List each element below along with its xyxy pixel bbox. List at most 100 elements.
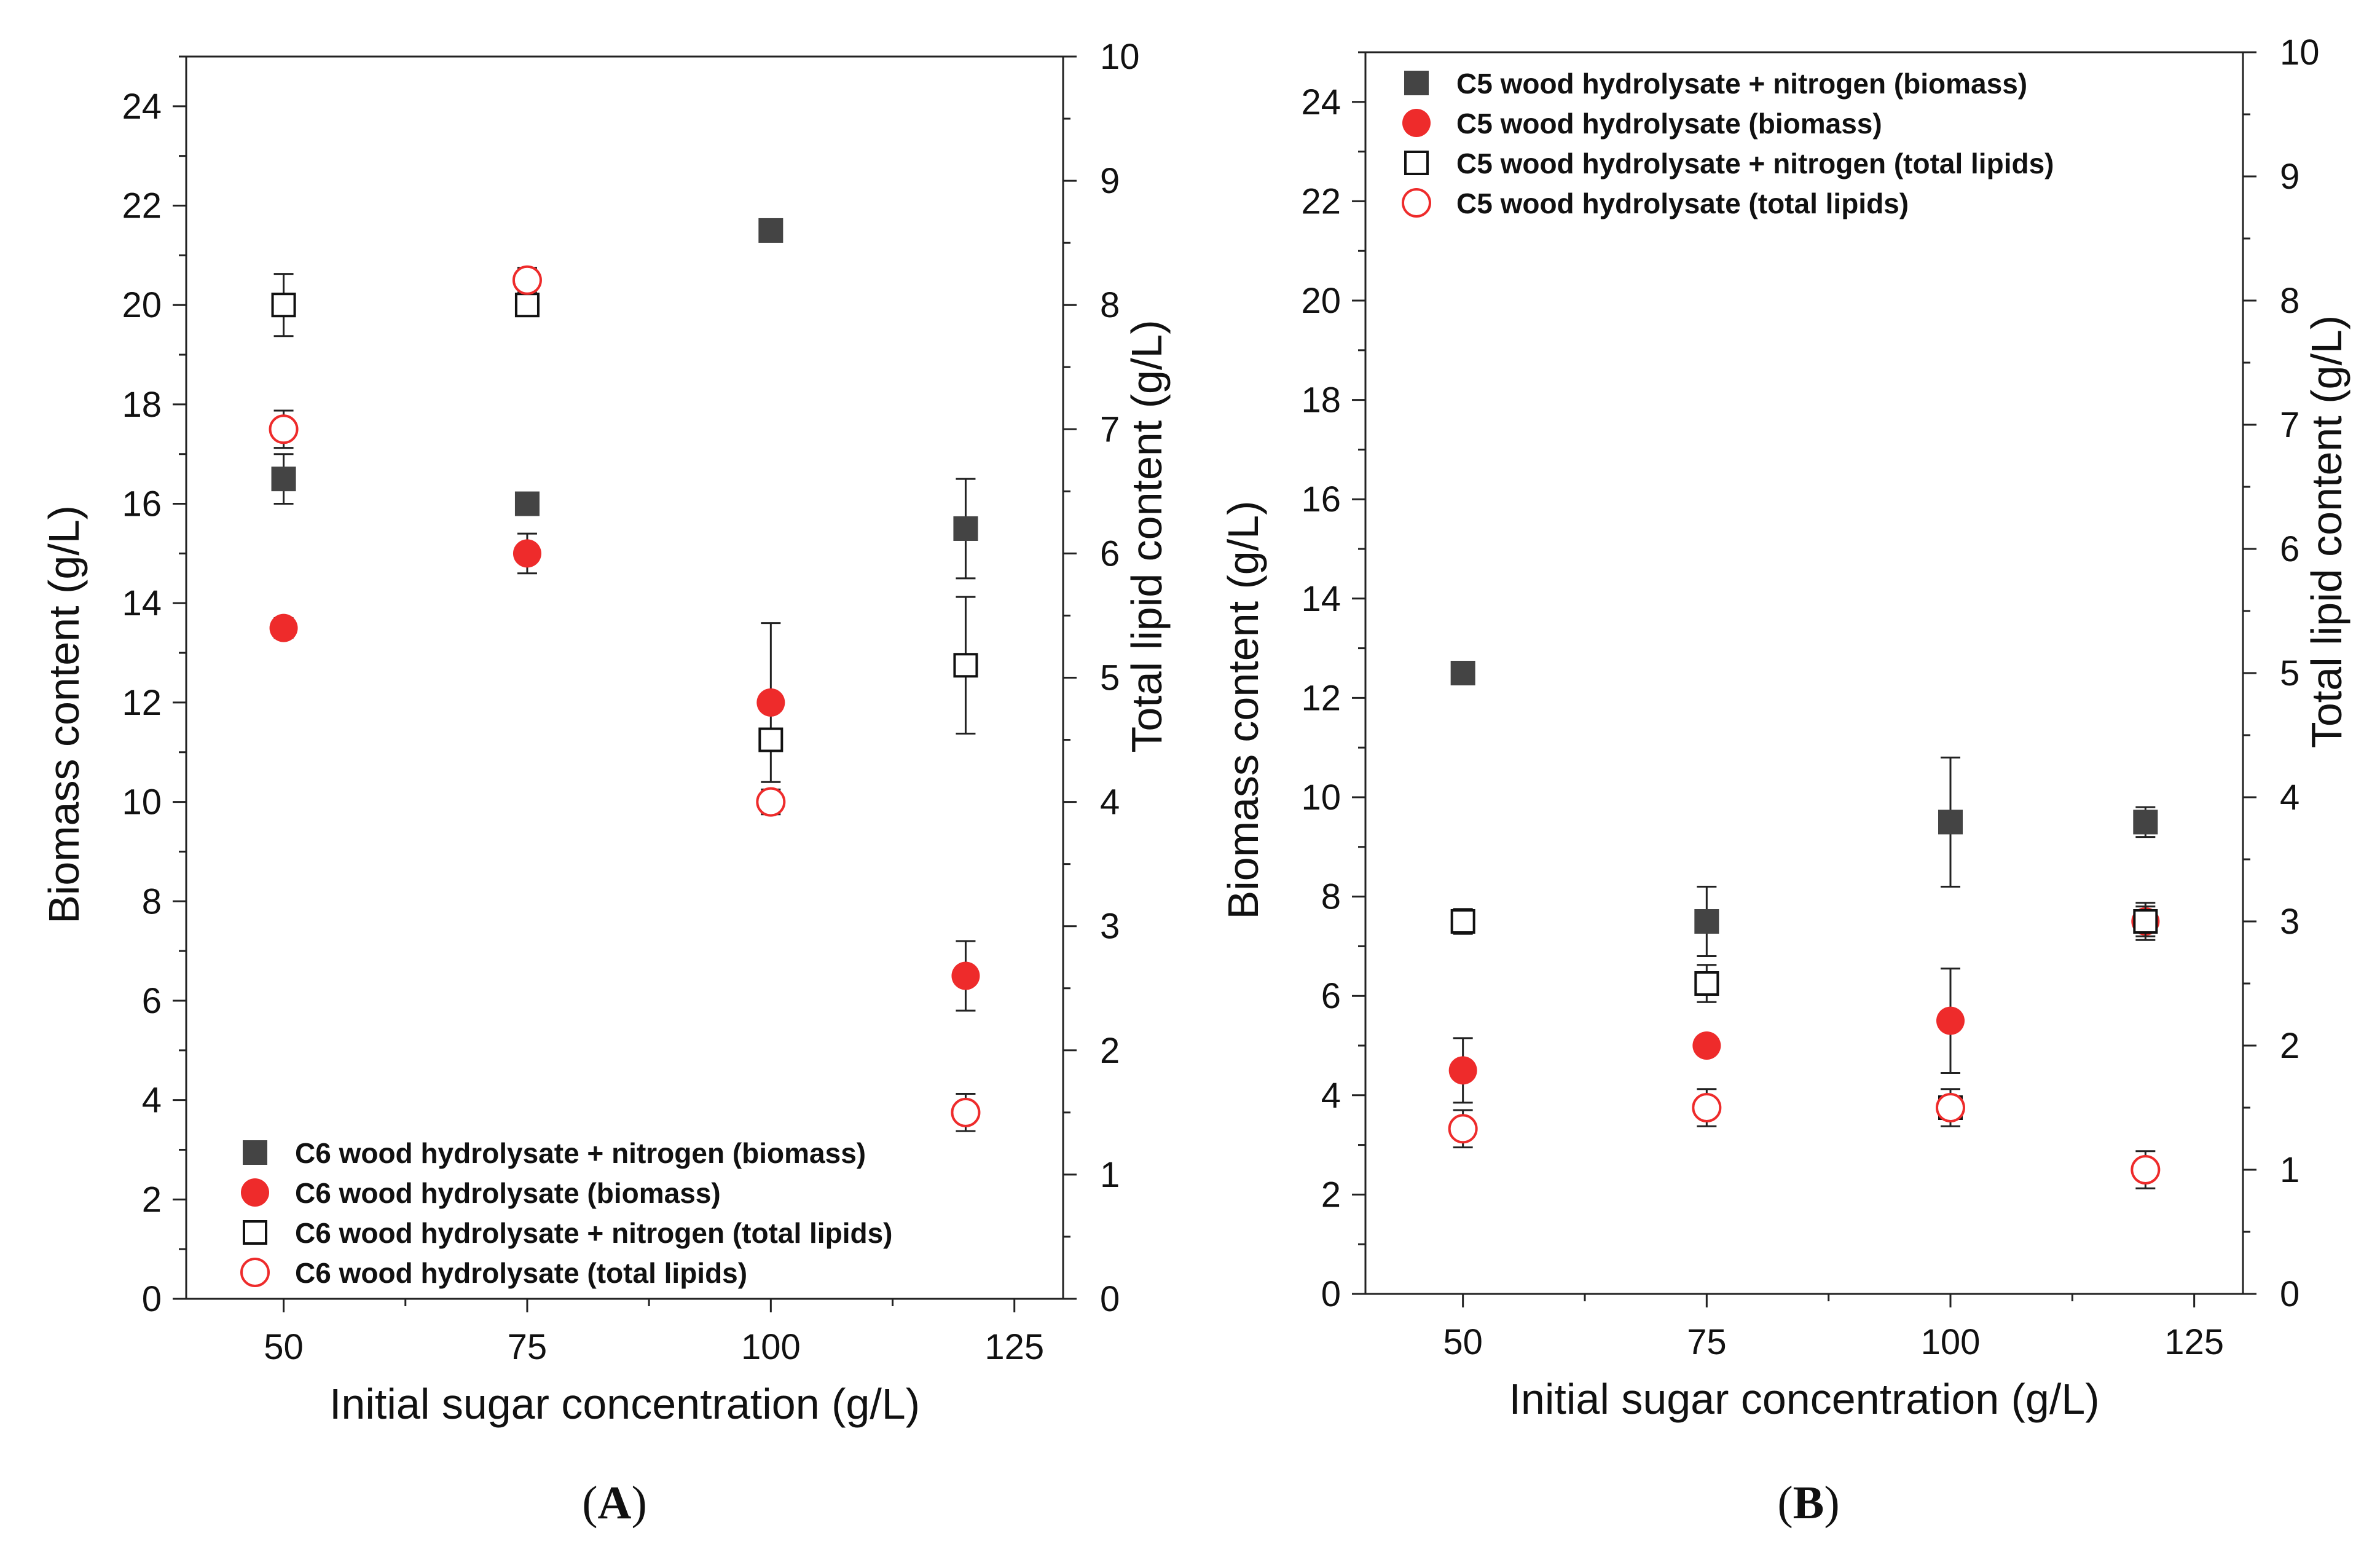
data-point [513, 539, 541, 568]
legend-label: C6 wood hydrolysate + nitrogen (biomass) [295, 1137, 866, 1169]
data-point [1450, 661, 1475, 685]
y2-tick-label: 7 [1100, 409, 1120, 449]
y-tick-label: 8 [1321, 877, 1341, 917]
legend-marker [1402, 188, 1431, 218]
y-tick-label: 0 [142, 1279, 162, 1319]
y-tick-label: 10 [122, 782, 162, 822]
legend-marker [240, 1258, 270, 1287]
x-tick-label: 75 [1687, 1322, 1727, 1362]
data-point [271, 467, 296, 492]
legend-marker [1404, 71, 1429, 95]
data-point [514, 491, 540, 516]
data-point [1448, 1056, 1477, 1085]
y2-tick-label: 4 [1100, 782, 1120, 822]
y-tick-label: 22 [122, 186, 162, 226]
y2-tick-label: 3 [2280, 902, 2299, 942]
x-tick-label: 75 [508, 1327, 548, 1367]
y-tick-label: 4 [1321, 1076, 1341, 1116]
legend-marker [241, 1178, 269, 1207]
data-point [951, 961, 980, 990]
x-tick-label: 100 [741, 1327, 801, 1367]
y-tick-label: 2 [142, 1180, 162, 1220]
y2-tick-label: 10 [1100, 37, 1140, 77]
legend: C5 wood hydrolysate + nitrogen (biomass)… [1402, 68, 2054, 219]
data-point [1692, 1031, 1721, 1060]
panel-label: (A) [582, 1477, 647, 1529]
y2-tick-label: 4 [2280, 778, 2299, 818]
panel-letter: A [598, 1477, 632, 1529]
data-point [1692, 1093, 1722, 1122]
legend-label: C6 wood hydrolysate (total lipids) [295, 1257, 747, 1289]
y2-tick-label: 1 [2280, 1150, 2299, 1190]
data-point [756, 787, 786, 817]
y-tick-label: 24 [1301, 82, 1341, 122]
y-tick-label: 16 [1301, 479, 1341, 519]
y2-tick-label: 9 [1100, 161, 1120, 201]
y-tick-label: 4 [142, 1081, 162, 1121]
legend-marker [243, 1140, 267, 1165]
y-tick-label: 12 [1301, 678, 1341, 718]
y2-tick-label: 5 [1100, 658, 1120, 698]
data-point [953, 653, 978, 678]
y-tick-label: 18 [122, 385, 162, 425]
y2-tick-label: 1 [1100, 1155, 1120, 1195]
data-point [1694, 971, 1719, 996]
y2-tick-label: 3 [1100, 907, 1120, 947]
legend: C6 wood hydrolysate + nitrogen (biomass)… [240, 1137, 892, 1289]
x-tick-label: 50 [264, 1327, 304, 1367]
data-point [2133, 909, 2158, 934]
y-tick-label: 20 [1301, 281, 1341, 321]
data-point [1448, 1114, 1478, 1144]
legend-marker [1402, 109, 1431, 137]
y2-tick-label: 0 [1100, 1279, 1120, 1319]
y2-axis-title: Total lipid content (g/L) [1123, 320, 1171, 752]
series-1 [271, 218, 978, 580]
legend-label: C6 wood hydrolysate (biomass) [295, 1177, 721, 1209]
y-tick-label: 20 [122, 285, 162, 325]
legend-label: C5 wood hydrolysate (biomass) [1456, 108, 1882, 140]
data-point [758, 218, 784, 243]
x-axis-title: Initial sugar concentration (g/L) [1509, 1375, 2099, 1423]
data-point [1936, 1093, 1965, 1122]
legend-marker [1404, 151, 1429, 175]
series-4 [1448, 1088, 2161, 1189]
data-point [1450, 909, 1475, 934]
data-point [1938, 810, 1963, 835]
data-point [1694, 909, 1719, 934]
data-point [2133, 810, 2158, 835]
y2-tick-label: 2 [1100, 1031, 1120, 1071]
y-tick-label: 22 [1301, 181, 1341, 221]
y2-tick-label: 5 [2280, 653, 2299, 693]
data-point [1936, 1006, 1965, 1035]
legend-label: C5 wood hydrolysate + nitrogen (total li… [1456, 148, 2054, 179]
x-tick-label: 50 [1443, 1322, 1483, 1362]
y2-tick-label: 9 [2280, 157, 2299, 197]
y2-axis-title: Total lipid content (g/L) [2303, 315, 2351, 748]
data-point [512, 265, 542, 295]
legend-label: C6 wood hydrolysate + nitrogen (total li… [295, 1217, 892, 1249]
y-axis-title: Biomass content (g/L) [1219, 501, 1267, 920]
x-axis-title: Initial sugar concentration (g/L) [329, 1380, 920, 1428]
data-point [951, 1097, 981, 1127]
y-tick-label: 2 [1321, 1175, 1341, 1215]
y2-tick-label: 10 [2280, 33, 2320, 73]
x-tick-label: 125 [984, 1327, 1044, 1367]
y2-tick-label: 6 [1100, 534, 1120, 573]
panel-letter: B [1793, 1477, 1824, 1529]
y-axis-title: Biomass content (g/L) [40, 505, 88, 924]
series-2 [269, 532, 980, 1012]
y-tick-label: 18 [1301, 380, 1341, 420]
legend-label: C5 wood hydrolysate + nitrogen (biomass) [1456, 68, 2027, 100]
y-tick-label: 16 [122, 484, 162, 524]
y2-tick-label: 8 [2280, 281, 2299, 321]
y2-tick-label: 6 [2280, 529, 2299, 569]
y-tick-label: 10 [1301, 778, 1341, 818]
y2-tick-label: 2 [2280, 1026, 2299, 1066]
y-tick-label: 14 [122, 583, 162, 623]
data-point [271, 293, 296, 318]
y-tick-label: 24 [122, 87, 162, 127]
y-tick-label: 0 [1321, 1274, 1341, 1314]
